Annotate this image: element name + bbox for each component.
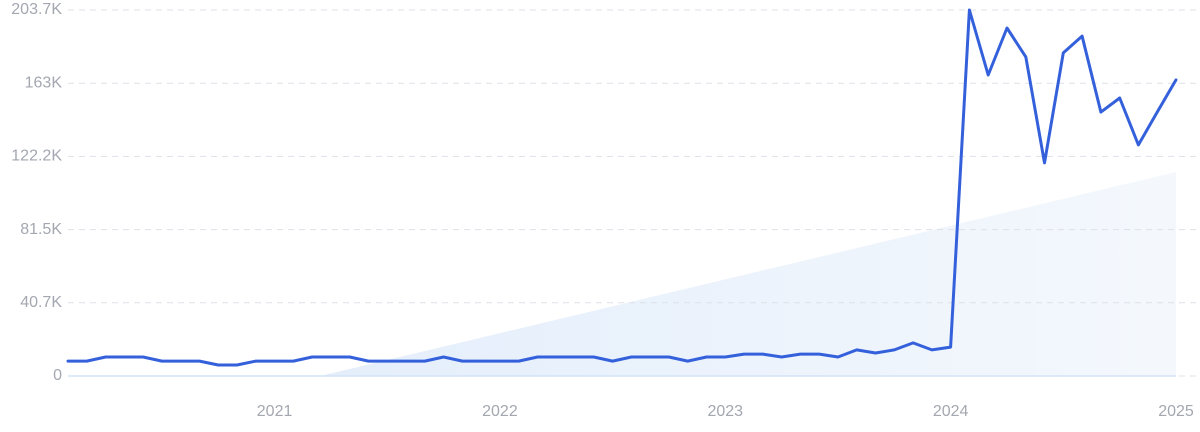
y-tick-label: 0 xyxy=(53,367,62,384)
y-tick-label: 122.2K xyxy=(11,148,62,165)
x-tick-label: 2025 xyxy=(1158,403,1194,420)
x-tick-label: 2023 xyxy=(707,403,743,420)
y-tick-label: 40.7K xyxy=(20,294,62,311)
y-tick-label: 203.7K xyxy=(11,1,62,18)
x-tick-label: 2024 xyxy=(933,403,969,420)
trend-area xyxy=(320,172,1176,376)
series-line xyxy=(66,8,1178,367)
y-tick-label: 81.5K xyxy=(20,221,62,238)
y-tick-label: 163K xyxy=(25,74,63,91)
x-tick-label: 2022 xyxy=(482,403,518,420)
x-tick-label: 2021 xyxy=(257,403,293,420)
plot: 2021 2022 2023 2024 2025 xyxy=(66,8,1194,420)
